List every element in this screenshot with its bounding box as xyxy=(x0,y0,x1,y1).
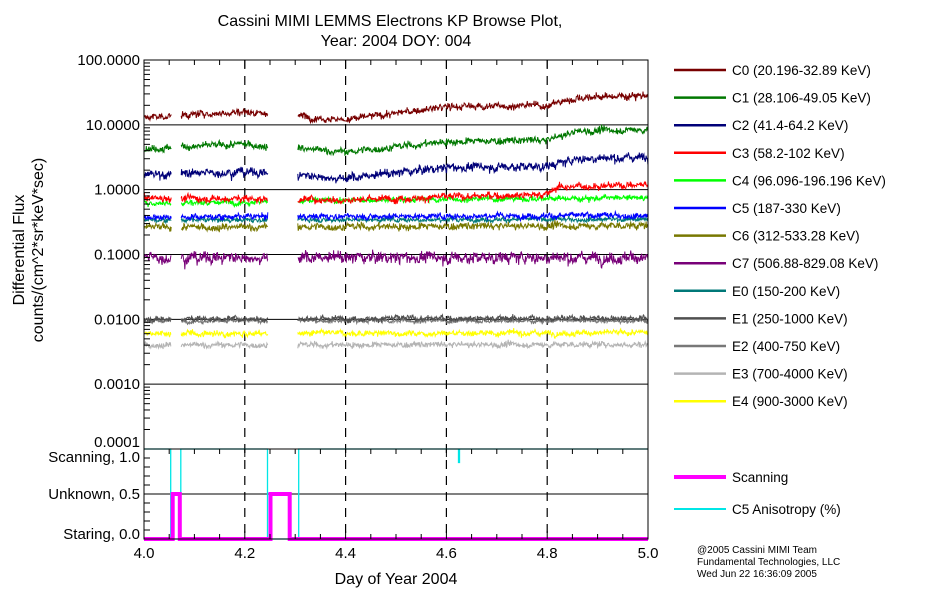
axes xyxy=(143,59,649,540)
x-ticks: 4.0 4.2 4.4 4.6 4.8 5.0 xyxy=(134,545,659,562)
x-tick-label: 4.6 xyxy=(436,545,457,562)
series-line-c7 xyxy=(143,249,649,270)
series-line-c5 xyxy=(143,209,649,223)
x-tick-label: 4.8 xyxy=(537,545,558,562)
chart-title: Cassini MIMI LEMMS Electrons KP Browse P… xyxy=(218,13,563,30)
flux-legend: C0 (20.196-32.89 KeV) C1 (28.106-49.05 Ke… xyxy=(674,63,886,409)
legend-label: E3 (700-4000 KeV) xyxy=(732,367,848,382)
footer-copyright: @2005 Cassini MIMI Team xyxy=(697,545,817,556)
legend-label: C2 (41.4-64.2 KeV) xyxy=(732,118,848,133)
legend-label: C1 (28.106-49.05 KeV) xyxy=(732,91,871,106)
y-tick-label: 0.0010 xyxy=(94,376,140,393)
y-tick-label: 0.1000 xyxy=(94,247,140,264)
legend-label: C0 (20.196-32.89 KeV) xyxy=(732,63,871,78)
x-tick-label: 4.0 xyxy=(134,545,155,562)
x-axis-label: Day of Year 2004 xyxy=(335,571,458,588)
legend-label: C7 (506.88-829.08 KeV) xyxy=(732,256,878,271)
y-axis-label-line2: counts/(cm^2*sr*keV*sec) xyxy=(30,158,47,342)
x-tick-label: 5.0 xyxy=(638,545,659,562)
x-tick-label: 4.2 xyxy=(234,545,255,562)
y-axis-label-line1: Differential Flux xyxy=(11,195,28,306)
flux-series xyxy=(143,91,649,350)
y-tick-label: 0.0100 xyxy=(94,311,140,328)
legend-label: C6 (312-533.28 KeV) xyxy=(732,229,860,244)
series-line-e1 xyxy=(143,313,649,324)
y-tick-label: 100.0000 xyxy=(77,52,140,69)
mode-tick-label: Unknown, 0.5 xyxy=(48,486,140,503)
y-tick-label: 0.0001 xyxy=(94,434,140,451)
legend-label: C3 (58.2-102 KeV) xyxy=(732,146,845,161)
series-line-e0 xyxy=(143,214,649,225)
series-line-c0 xyxy=(143,91,649,125)
chart-subtitle: Year: 2004 DOY: 004 xyxy=(321,33,472,50)
series-line-e4 xyxy=(143,327,649,339)
legend-label: C5 Anisotropy (%) xyxy=(732,502,841,517)
legend-label: E2 (400-750 KeV) xyxy=(732,339,840,354)
legend-label: C4 (96.096-196.196 KeV) xyxy=(732,173,886,188)
scanning-line xyxy=(144,492,648,541)
mode-legend: Scanning C5 Anisotropy (%) xyxy=(674,470,841,517)
legend-label: Scanning xyxy=(732,470,788,485)
series-line-e3 xyxy=(143,339,649,350)
y-tick-label: 1.0000 xyxy=(94,182,140,199)
mode-y-ticks: Scanning, 1.0 Unknown, 0.5 Staring, 0.0 xyxy=(48,449,140,543)
series-line-c3 xyxy=(143,180,649,205)
x-tick-label: 4.4 xyxy=(335,545,356,562)
legend-label: E4 (900-3000 KeV) xyxy=(732,394,848,409)
flux-y-ticks: 100.0000 10.0000 1.0000 0.1000 0.0100 0.0010 0… xyxy=(77,52,140,451)
footer-company: Fundamental Technologies, LLC xyxy=(697,557,840,568)
legend-label: C5 (187-330 KeV) xyxy=(732,201,841,216)
series-line-c6 xyxy=(143,219,649,233)
mode-tick-label: Staring, 0.0 xyxy=(63,526,140,543)
legend-label: E0 (150-200 KeV) xyxy=(732,284,840,299)
series-line-c1 xyxy=(143,124,649,157)
footer-timestamp: Wed Jun 22 16:36:09 2005 xyxy=(697,569,817,580)
y-tick-label: 10.0000 xyxy=(86,117,140,134)
mode-tick-label: Scanning, 1.0 xyxy=(48,449,140,466)
series-line-c2 xyxy=(143,152,649,184)
legend-label: E1 (250-1000 KeV) xyxy=(732,311,848,326)
